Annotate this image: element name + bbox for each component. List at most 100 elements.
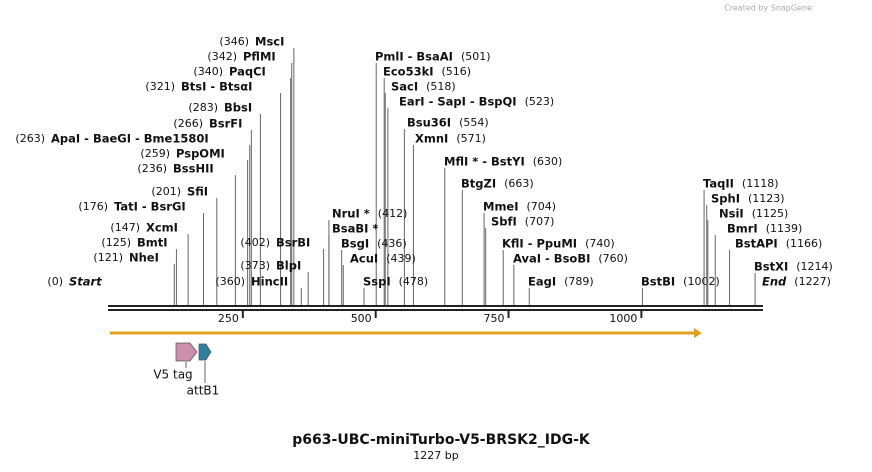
ruler-label: 1000 (609, 312, 637, 325)
enzyme-site: (201) (151, 185, 181, 198)
enzyme-name: EagI (528, 275, 556, 289)
enzyme-site: (0) (47, 275, 63, 288)
enzyme-site: (436) (377, 237, 407, 250)
enzyme-name: BsaBI * (332, 222, 378, 236)
enzyme-site: (1166) (786, 237, 823, 250)
enzyme-name: PflMI (243, 50, 276, 64)
enzyme-site: (263) (15, 132, 45, 145)
enzyme-site: (740) (585, 237, 615, 250)
enzyme-site: (1227) (794, 275, 831, 288)
enzyme-name: BsrFI (209, 117, 242, 131)
enzyme-site: (501) (461, 50, 491, 63)
enzyme-site: (283) (188, 101, 218, 114)
enzyme-site: (1214) (796, 260, 833, 273)
enzyme-site: (147) (110, 221, 140, 234)
feature-label: attB1 (187, 384, 220, 398)
enzyme-site: (478) (399, 275, 429, 288)
enzyme-name: XmnI (415, 132, 448, 146)
enzyme-name: BbsI (224, 101, 252, 115)
enzyme-site: (1139) (766, 222, 803, 235)
enzyme-name: NsiI (719, 207, 744, 221)
enzyme-name: BmrI (727, 222, 758, 236)
enzyme-site: (373) (240, 259, 270, 272)
enzyme-site: (360) (215, 275, 245, 288)
enzyme-name: SphI (711, 192, 740, 206)
watermark: Created by SnapGene (724, 4, 812, 13)
enzyme-site: (704) (527, 200, 557, 213)
enzyme-site: (125) (101, 236, 131, 249)
enzyme-site: (346) (219, 35, 249, 48)
enzyme-name: BssHII (173, 162, 214, 176)
enzyme-site: (523) (525, 95, 555, 108)
enzyme-site: (176) (78, 200, 108, 213)
enzyme-site: (321) (145, 80, 175, 93)
enzyme-name: KflI - PpuMI (502, 237, 577, 251)
enzyme-site: (266) (173, 117, 203, 130)
enzyme-name: SacI (391, 80, 418, 94)
ruler-label: 500 (351, 312, 372, 325)
feature-attb1 (198, 343, 212, 361)
enzyme-name: BmtI (137, 236, 168, 250)
map-title: p663-UBC-miniTurbo-V5-BRSK2_IDG-K (292, 432, 591, 448)
enzyme-site: (121) (93, 251, 123, 264)
ruler-label: 250 (218, 312, 239, 325)
enzyme-name: BsrBI (276, 236, 310, 250)
enzyme-site: (760) (598, 252, 628, 265)
enzyme-name: XcmI (146, 221, 178, 235)
enzyme-name: MmeI (483, 200, 519, 214)
enzyme-site: (516) (442, 65, 472, 78)
enzyme-site: (1002) (683, 275, 720, 288)
enzyme-name: SfiI (187, 185, 208, 199)
enzyme-name: PmlI - BsaAI (375, 50, 453, 64)
enzyme-name: BlpI (276, 259, 301, 273)
enzyme-name: TatI - BsrGI (114, 200, 186, 214)
enzyme-name: NruI * (332, 207, 370, 221)
enzyme-name: SspI (363, 275, 391, 289)
feature-label: V5 tag (153, 368, 192, 382)
map-length: 1227 bp (413, 449, 458, 462)
enzyme-name: BtsI - BtsαI (181, 80, 252, 94)
enzyme-name: BstXI (754, 260, 788, 274)
enzyme-name: NheI (129, 251, 159, 265)
enzyme-name: AvaI - BsoBI (513, 252, 590, 266)
enzyme-name: EarI - SapI - BspQI (399, 95, 517, 109)
enzyme-name: SbfI (491, 215, 517, 229)
enzyme-site: (554) (459, 116, 489, 129)
enzyme-site: (518) (426, 80, 456, 93)
enzyme-site: (342) (207, 50, 237, 63)
enzyme-site: (236) (137, 162, 167, 175)
enzyme-site: (402) (240, 236, 270, 249)
enzyme-name: BtgZI (461, 177, 496, 191)
enzyme-name: BsgI (341, 237, 369, 251)
enzyme-site: (707) (525, 215, 555, 228)
enzyme-name: PspOMI (176, 147, 225, 161)
enzyme-name: BstAPI (735, 237, 778, 251)
enzyme-site: (412) (378, 207, 408, 220)
enzyme-site: (789) (564, 275, 594, 288)
feature-v5 (175, 342, 198, 362)
enzyme-site: (571) (456, 132, 486, 145)
enzyme-name: BstBI (641, 275, 675, 289)
enzyme-name: End (762, 275, 787, 289)
enzyme-name: PaqCI (229, 65, 266, 79)
enzyme-name: Start (69, 275, 102, 289)
enzyme-site: (1118) (742, 177, 779, 190)
enzyme-name: MscI (255, 35, 284, 49)
enzyme-site: (259) (140, 147, 170, 160)
enzyme-name: TaqII (703, 177, 734, 191)
enzyme-name: MflI * - BstYI (444, 155, 525, 169)
enzyme-site: (1125) (752, 207, 789, 220)
enzyme-site: (439) (386, 252, 416, 265)
enzyme-name: HincII (251, 275, 288, 289)
enzyme-name: AcuI (350, 252, 378, 266)
enzyme-site: (663) (504, 177, 534, 190)
enzyme-name: ApaI - BaeGI - Bme1580I (51, 132, 209, 146)
enzyme-site: (340) (193, 65, 223, 78)
orf-arrow-head (694, 328, 702, 338)
ruler-label: 750 (484, 312, 505, 325)
enzyme-site: (1123) (748, 192, 785, 205)
enzyme-name: Bsu36I (407, 116, 451, 130)
enzyme-site: (630) (533, 155, 563, 168)
enzyme-name: Eco53kI (383, 65, 434, 79)
